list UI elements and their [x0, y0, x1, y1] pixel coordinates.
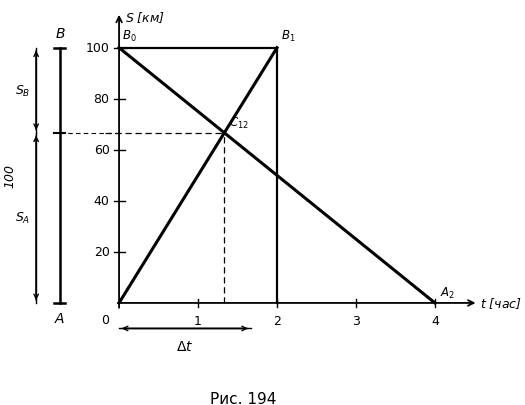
Text: 20: 20 — [94, 246, 110, 259]
Text: $A$: $A$ — [54, 311, 66, 325]
Text: 100: 100 — [86, 42, 110, 55]
Text: 1: 1 — [194, 315, 202, 328]
Text: 2: 2 — [273, 315, 281, 328]
Text: $S_A$: $S_A$ — [15, 211, 30, 226]
Text: $A_2$: $A_2$ — [439, 286, 455, 301]
Text: 60: 60 — [94, 144, 110, 157]
Text: 40: 40 — [94, 195, 110, 208]
Text: 0: 0 — [102, 313, 110, 326]
Text: $B_0$: $B_0$ — [122, 28, 137, 43]
Text: $S_B$: $S_B$ — [15, 83, 30, 98]
Text: $t$ [час]: $t$ [час] — [480, 296, 522, 311]
Text: $\Delta t$: $\Delta t$ — [176, 339, 194, 353]
Text: $B_1$: $B_1$ — [281, 28, 296, 43]
Text: 3: 3 — [352, 315, 360, 328]
Text: $S$ [км]: $S$ [км] — [125, 11, 165, 25]
Text: 4: 4 — [431, 315, 439, 328]
Text: $C_{12}$: $C_{12}$ — [229, 116, 249, 131]
Text: 100: 100 — [4, 164, 17, 188]
Text: Рис. 194: Рис. 194 — [210, 391, 277, 405]
Text: 80: 80 — [93, 93, 110, 106]
Text: $B$: $B$ — [55, 27, 65, 41]
